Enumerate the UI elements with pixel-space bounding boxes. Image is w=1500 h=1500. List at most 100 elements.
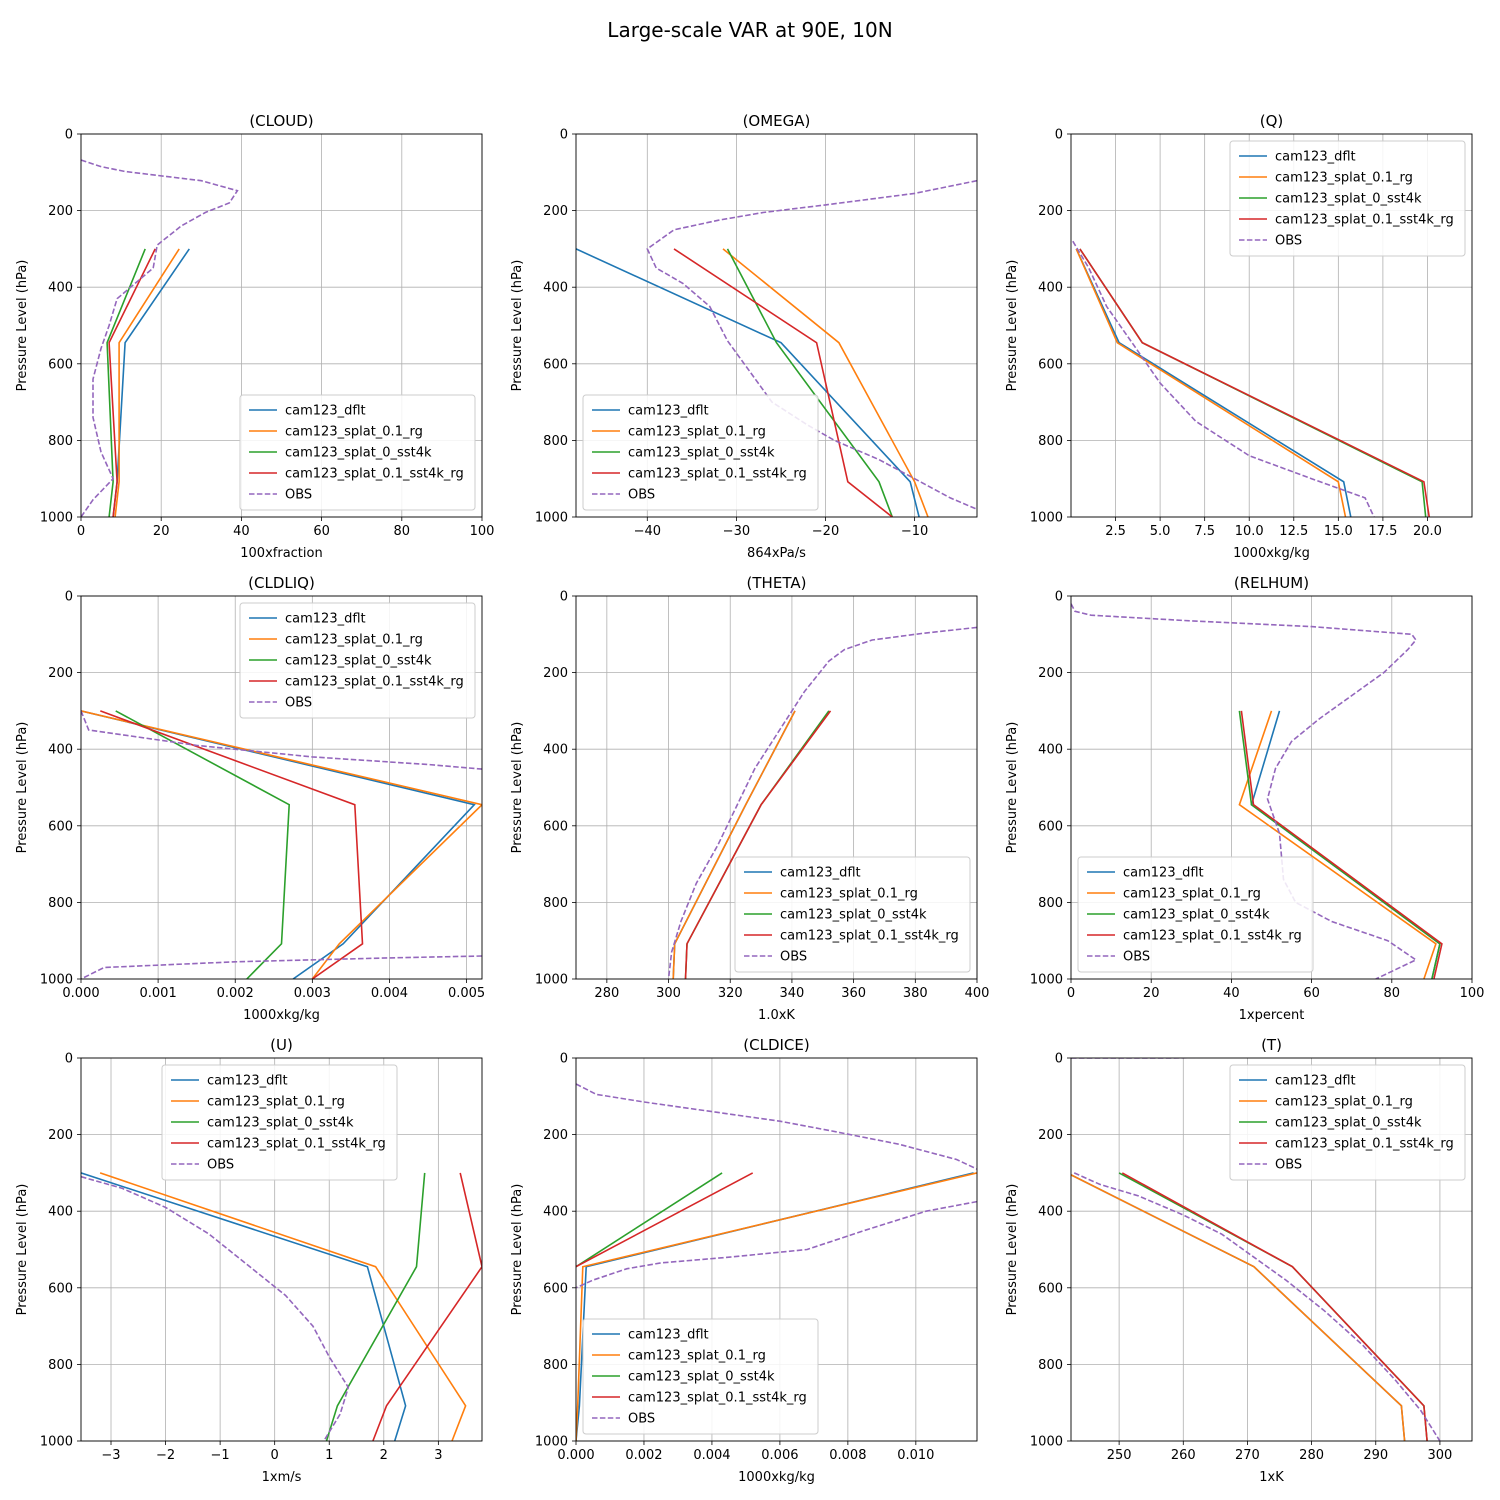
series-obs: [1073, 1172, 1441, 1441]
series-cam123-splat-0-1-rg: [1238, 710, 1437, 979]
y-tick-label: 800: [1038, 434, 1063, 449]
series-cam123-splat-0-1-sst4k-rg: [673, 248, 893, 517]
series-obs: [1071, 603, 1418, 979]
x-tick-label: 280: [1299, 1448, 1324, 1463]
x-tick-label: 300: [1428, 1448, 1453, 1463]
subplot-title: (CLDICE): [743, 1036, 809, 1054]
legend: cam123_dflt cam123_splat_0.1_rg cam123_spl…: [582, 1318, 819, 1435]
series-group: [81, 710, 482, 979]
subplot-t: 250 260 270 280 290 300 0 200 400 600 800 1000 (T) 1x…: [1005, 1036, 1473, 1485]
x-tick-label: 360: [841, 986, 866, 1001]
legend-box: [1077, 856, 1314, 973]
legend-label-obs: OBS: [285, 696, 312, 711]
y-tick-label: 200: [543, 1128, 568, 1143]
legend-label-cam123-splat-0-1-rg: cam123_splat_0.1_rg: [1275, 171, 1413, 186]
series-cam123-splat-0-1-sst4k-rg: [372, 1172, 482, 1441]
series-cam123-splat-0-1-sst4k-rg: [1079, 248, 1430, 517]
legend-box: [239, 602, 476, 719]
series-obs: [81, 159, 239, 517]
y-axis-label: Pressure Level (hPa): [1005, 722, 1020, 854]
series-cam123-splat-0-sst4k: [115, 710, 291, 979]
x-axis-label: 1xpercent: [1239, 1008, 1305, 1023]
series-cam123-splat-0-1-rg: [99, 1172, 467, 1441]
y-tick-label: 600: [543, 357, 568, 372]
legend-label-obs: OBS: [780, 950, 807, 965]
legend-label-cam123-splat-0-1-rg: cam123_splat_0.1_rg: [1123, 887, 1261, 902]
legend-label-obs: OBS: [207, 1158, 234, 1173]
y-tick-label: 1000: [535, 511, 568, 526]
legend-label-cam123-dflt: cam123_dflt: [628, 1328, 709, 1343]
legend-label-cam123-splat-0-sst4k: cam123_splat_0_sst4k: [1123, 908, 1270, 923]
legend-label-cam123-splat-0-sst4k: cam123_splat_0_sst4k: [628, 446, 775, 461]
x-tick-label: 0: [271, 1448, 279, 1463]
x-tick-label: 100: [470, 524, 495, 539]
series-obs: [576, 1083, 977, 1170]
x-tick-label: 20: [153, 524, 170, 539]
subplot-title: (CLDLIQ): [248, 574, 315, 592]
legend: cam123_dflt cam123_splat_0.1_rg cam123_spl…: [1229, 140, 1466, 257]
y-tick-label: 0: [65, 1052, 73, 1067]
series-obs: [667, 626, 977, 979]
legend-label-cam123-splat-0-sst4k: cam123_splat_0_sst4k: [207, 1116, 354, 1131]
y-tick-label: 200: [1038, 1128, 1063, 1143]
x-tick-label: 0.002: [625, 1448, 662, 1463]
y-tick-label: 800: [543, 896, 568, 911]
series-group: [81, 159, 239, 517]
y-tick-label: 200: [1038, 666, 1063, 681]
x-tick-label: 80: [1384, 986, 1401, 1001]
y-axis-label: Pressure Level (hPa): [510, 260, 525, 392]
x-tick-label: −1: [211, 1448, 230, 1463]
x-tick-label: −10: [901, 524, 928, 539]
x-tick-label: 5.0: [1150, 524, 1171, 539]
y-tick-label: 1000: [1030, 973, 1063, 988]
legend-label-cam123-splat-0-1-sst4k-rg: cam123_splat_0.1_sst4k_rg: [285, 675, 464, 690]
y-tick-label: 800: [48, 1358, 73, 1373]
y-tick-label: 1000: [535, 973, 568, 988]
y-tick-label: 800: [1038, 896, 1063, 911]
series-cam123-dflt: [81, 1172, 407, 1441]
legend-label-cam123-splat-0-1-sst4k-rg: cam123_splat_0.1_sst4k_rg: [207, 1137, 386, 1152]
x-axis-label: 1000xkg/kg: [243, 1008, 320, 1023]
subplot-title: (OMEGA): [743, 112, 811, 130]
y-tick-label: 400: [48, 281, 73, 296]
legend: cam123_dflt cam123_splat_0.1_rg cam123_spl…: [239, 394, 476, 511]
y-tick-label: 600: [543, 819, 568, 834]
x-tick-label: 2: [380, 1448, 388, 1463]
series-cam123-splat-0-1-rg: [722, 248, 929, 517]
x-tick-label: 400: [965, 986, 990, 1001]
series-cam123-splat-0-sst4k: [1118, 1172, 1428, 1441]
x-tick-label: 0.005: [448, 986, 485, 1001]
x-axis-label: 1xm/s: [262, 1470, 302, 1485]
y-tick-label: 200: [48, 204, 73, 219]
series-cam123-splat-0-1-sst4k-rg: [108, 248, 156, 517]
x-tick-label: 340: [780, 986, 805, 1001]
series-cam123-splat-0-sst4k: [576, 1172, 723, 1268]
y-tick-label: 400: [1038, 1205, 1063, 1220]
x-tick-label: 0.003: [294, 986, 331, 1001]
legend-label-cam123-dflt: cam123_dflt: [628, 404, 709, 419]
legend-box: [582, 394, 819, 511]
legend-label-cam123-splat-0-1-rg: cam123_splat_0.1_rg: [285, 425, 423, 440]
axes-frame: [575, 595, 978, 980]
x-tick-label: 60: [1303, 986, 1320, 1001]
x-tick-label: 270: [1235, 1448, 1260, 1463]
subplot-title: (U): [270, 1036, 293, 1054]
legend: cam123_dflt cam123_splat_0.1_rg cam123_spl…: [734, 856, 971, 973]
x-tick-label: 7.5: [1194, 524, 1215, 539]
y-tick-label: 800: [48, 434, 73, 449]
y-axis-label: Pressure Level (hPa): [15, 260, 30, 392]
axes-frame: [1070, 1057, 1473, 1442]
legend-label-cam123-splat-0-sst4k: cam123_splat_0_sst4k: [1275, 192, 1422, 207]
legend: cam123_dflt cam123_splat_0.1_rg cam123_spl…: [1229, 1064, 1466, 1181]
series-cam123-dflt: [576, 248, 920, 517]
y-tick-label: 400: [48, 1205, 73, 1220]
series-group: [1071, 1058, 1441, 1441]
y-tick-label: 0: [1055, 590, 1063, 605]
y-tick-label: 1000: [40, 511, 73, 526]
series-cam123-splat-0-sst4k: [726, 248, 894, 517]
axes-frame: [80, 595, 483, 980]
axes-frame: [80, 1057, 483, 1442]
series-cam123-splat-0-1-rg: [1071, 1174, 1406, 1441]
legend-label-cam123-dflt: cam123_dflt: [207, 1074, 288, 1089]
x-tick-label: 260: [1171, 1448, 1196, 1463]
